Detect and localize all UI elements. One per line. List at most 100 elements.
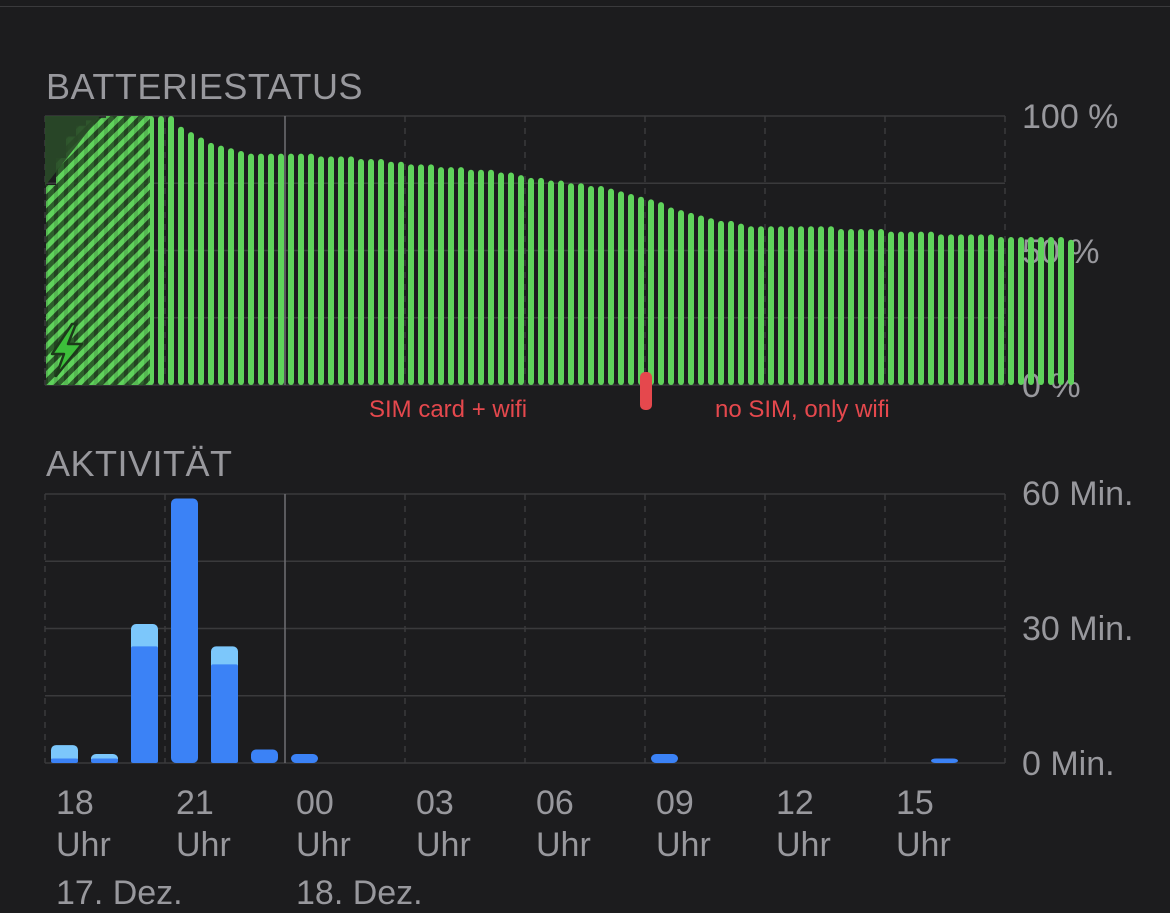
activity-section-title: AKTIVITÄT: [46, 443, 233, 484]
battery-bar: [528, 177, 534, 385]
battery-bar: [458, 167, 464, 385]
battery-bar: [318, 156, 324, 385]
battery-bar: [658, 202, 664, 385]
battery-bar: [1028, 237, 1034, 385]
battery-bar: [948, 234, 954, 385]
activity-bar-screen: [651, 754, 678, 763]
battery-bar: [768, 226, 774, 385]
battery-bar: [478, 169, 484, 385]
battery-bar: [378, 159, 384, 385]
battery-bar: [618, 191, 624, 385]
battery-bar: [868, 228, 874, 385]
battery-bar: [548, 180, 554, 385]
battery-bar: [208, 142, 214, 385]
battery-bar: [788, 226, 794, 385]
battery-bar: [888, 231, 894, 385]
battery-bar: [628, 194, 634, 385]
battery-bar: [448, 167, 454, 385]
battery-bar: [258, 153, 264, 385]
activity-bar-screen: [211, 664, 238, 763]
battery-bar: [738, 223, 744, 385]
battery-bar: [608, 188, 614, 385]
battery-bar: [728, 220, 734, 385]
battery-bar: [268, 153, 274, 385]
battery-bar: [488, 169, 494, 385]
battery-bar: [908, 231, 914, 385]
battery-bar: [808, 226, 814, 385]
battery-bar: [228, 148, 234, 385]
battery-bar: [838, 228, 844, 385]
annotation-sim-wifi: SIM card + wifi: [369, 396, 528, 423]
battery-bar: [818, 226, 824, 385]
battery-bar: [718, 220, 724, 385]
battery-bar: [518, 175, 524, 385]
battery-bar: [588, 185, 594, 385]
battery-bar: [878, 228, 884, 385]
battery-bar: [298, 153, 304, 385]
battery-bar: [1068, 239, 1074, 385]
activity-bar-screen: [171, 498, 198, 763]
battery-bar: [198, 137, 204, 385]
battery-bar: [368, 159, 374, 385]
battery-bar: [338, 156, 344, 385]
battery-bar: [438, 167, 444, 385]
battery-bar: [938, 234, 944, 385]
xtick-label: 15 Uhr: [896, 784, 951, 864]
battery-bar: [398, 161, 404, 385]
battery-bar: [328, 156, 334, 385]
battery-bar: [1038, 237, 1044, 385]
battery-bar: [778, 226, 784, 385]
battery-bar: [848, 228, 854, 385]
battery-bar: [668, 207, 674, 385]
charging-band: [45, 116, 100, 186]
xtick-label: 00 Uhr: [296, 784, 351, 864]
battery-bar: [288, 153, 294, 385]
battery-section-title: BATTERIESTATUS: [46, 66, 364, 107]
battery-bar: [178, 126, 184, 385]
battery-ytick-label: 100 %: [1022, 98, 1119, 136]
battery-bar: [958, 234, 964, 385]
activity-bar-screen: [131, 646, 158, 763]
xtick-label: 18 Uhr: [56, 784, 111, 864]
battery-bar: [858, 228, 864, 385]
battery-bar: [678, 210, 684, 385]
battery-bar: [748, 226, 754, 385]
activity-bar-screen: [51, 758, 78, 763]
battery-bar: [1058, 237, 1064, 385]
battery-bar: [308, 153, 314, 385]
battery-bar: [918, 231, 924, 385]
battery-bar: [1008, 237, 1014, 385]
battery-bar: [648, 199, 654, 385]
battery-bar: [168, 116, 174, 385]
battery-bar: [998, 237, 1004, 385]
battery-bar: [798, 226, 804, 385]
battery-bar: [188, 132, 194, 385]
activity-bar-screen: [931, 758, 958, 763]
battery-bar: [568, 183, 574, 385]
xtick-label: 12 Uhr: [776, 784, 831, 864]
xtick-label: 06 Uhr: [536, 784, 591, 864]
battery-bar: [698, 215, 704, 385]
battery-bar: [708, 218, 714, 385]
battery-bar: [928, 231, 934, 385]
activity-bar-screen: [251, 749, 278, 763]
annotation-no-sim: no SIM, only wifi: [715, 396, 890, 423]
activity-ytick-label: 0 Min.: [1022, 745, 1115, 783]
activity-ytick-label: 60 Min.: [1022, 475, 1134, 513]
battery-bar: [248, 153, 254, 385]
battery-bar: [408, 164, 414, 385]
xtick-label: 03 Uhr: [416, 784, 471, 864]
battery-bar: [968, 234, 974, 385]
battery-bar: [158, 116, 164, 385]
battery-bar: [218, 145, 224, 385]
xtick-label: 21 Uhr: [176, 784, 231, 864]
battery-bar: [988, 234, 994, 385]
battery-bar: [978, 234, 984, 385]
battery-bar: [538, 177, 544, 385]
battery-bar: [358, 159, 364, 385]
activity-bar-screen: [91, 758, 118, 763]
charging-bolt-icon: [50, 322, 84, 378]
battery-bar: [558, 180, 564, 385]
battery-bar: [758, 226, 764, 385]
